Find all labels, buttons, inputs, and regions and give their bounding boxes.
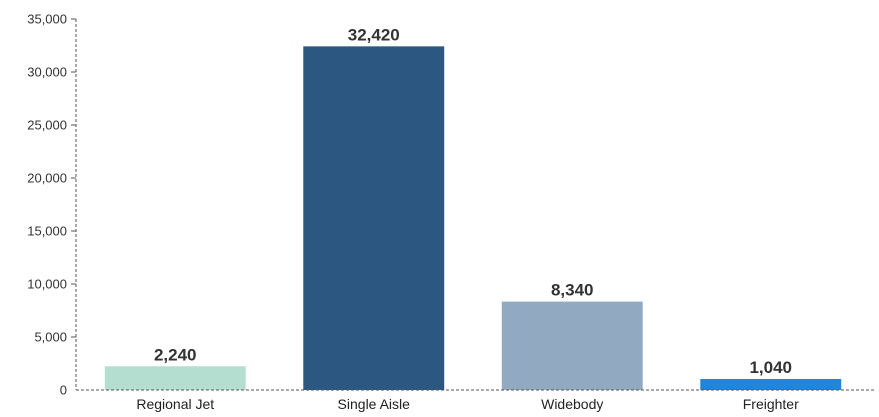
y-tick-label: 15,000 [27, 224, 67, 239]
bar-freighter [700, 378, 842, 390]
bar-single-aisle [303, 46, 445, 391]
y-tick-label: 30,000 [27, 65, 67, 80]
y-tick-label: 35,000 [27, 12, 67, 27]
bar-regional-jet [104, 366, 246, 390]
category-label: Widebody [541, 396, 603, 412]
category-label: Freighter [743, 396, 799, 412]
value-label: 32,420 [348, 25, 400, 44]
value-label: 1,040 [749, 358, 792, 377]
y-tick-label: 0 [60, 383, 67, 398]
value-label: 8,340 [551, 281, 594, 300]
y-axis: 0 5,000 10,000 15,000 20,000 25,000 30,000 35,0… [27, 12, 77, 398]
y-tick-label: 10,000 [27, 277, 67, 292]
x-axis: Regional Jet Single Aisle Widebody Freighte… [76, 389, 875, 412]
bar-widebody [501, 301, 643, 390]
bars [104, 46, 842, 391]
y-tick-label: 20,000 [27, 171, 67, 186]
value-label: 2,240 [154, 345, 197, 364]
y-tick-label: 5,000 [34, 330, 67, 345]
y-tick-label: 25,000 [27, 118, 67, 133]
value-labels: 2,240 32,420 8,340 1,040 [154, 25, 792, 377]
category-label: Single Aisle [338, 396, 411, 412]
category-label: Regional Jet [136, 396, 214, 412]
